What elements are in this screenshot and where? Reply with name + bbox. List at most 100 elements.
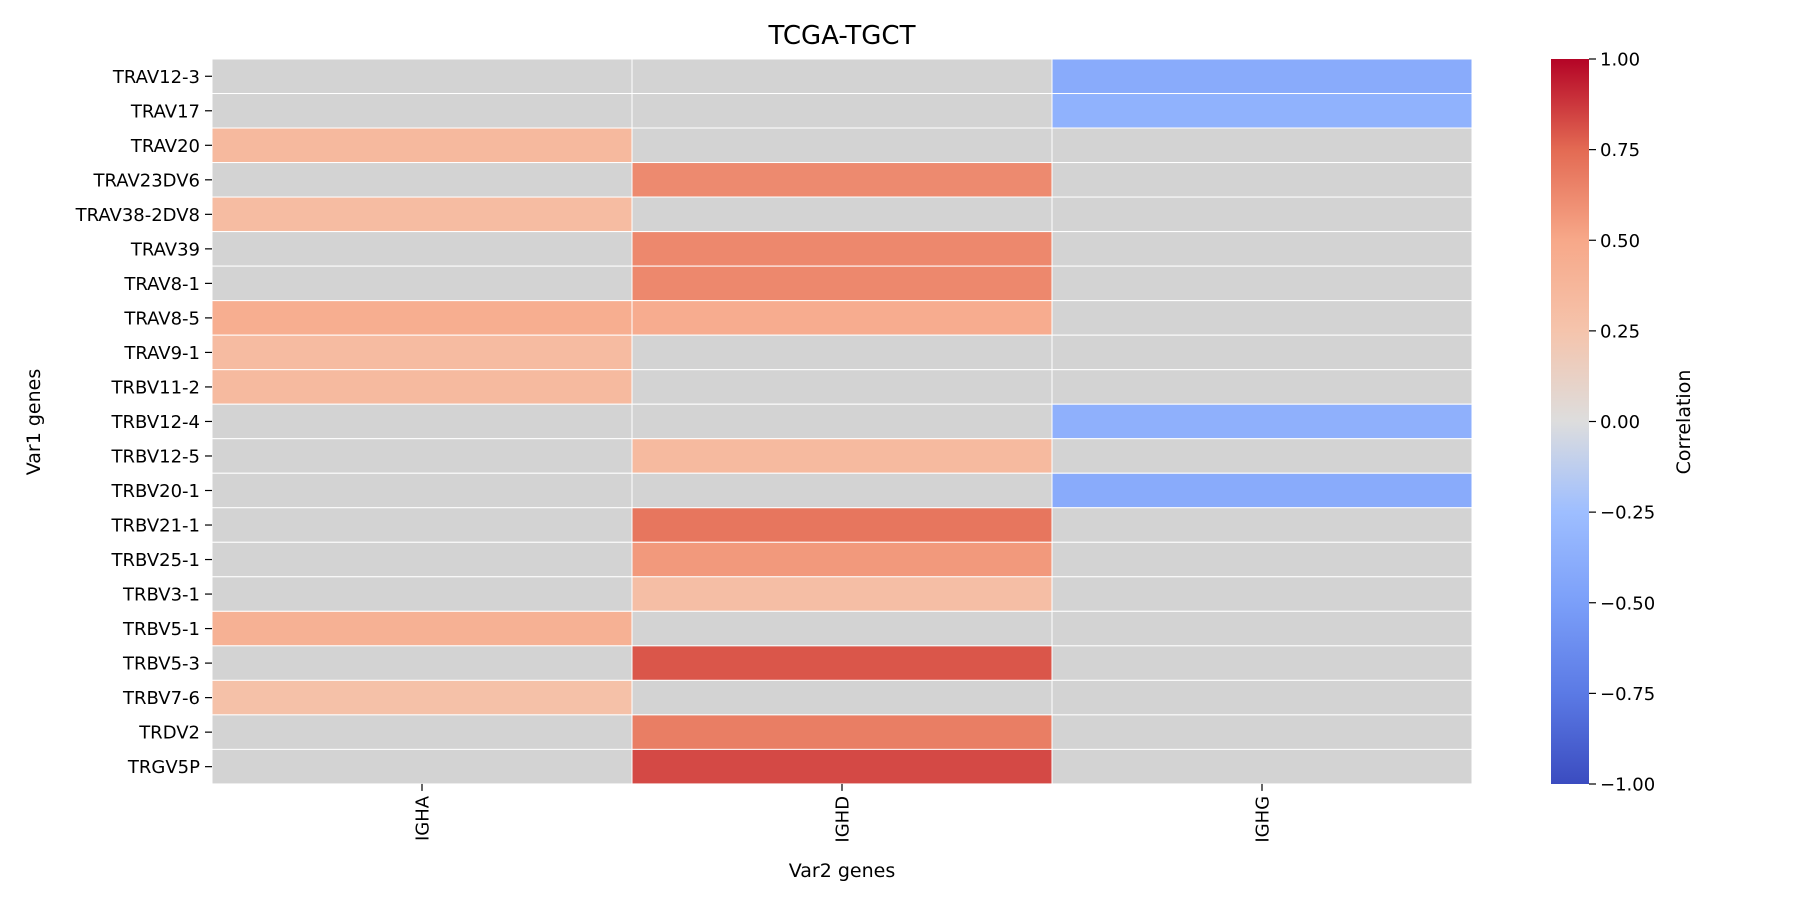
y-tick-label: TRGV5P — [127, 757, 200, 778]
heatmap-cell — [631, 231, 1053, 267]
y-tick-label: TRAV12-3 — [112, 67, 200, 88]
heatmap-cell — [1051, 300, 1473, 336]
y-tick-label: TRBV5-1 — [122, 619, 200, 640]
heatmap-cell — [211, 645, 633, 681]
heatmap-cell — [211, 472, 633, 509]
heatmap-cell — [1051, 231, 1473, 267]
heatmap-cell — [631, 645, 1053, 681]
heatmap-cell — [1051, 334, 1473, 371]
heatmap-cell — [631, 403, 1053, 440]
heatmap-cell — [1051, 645, 1473, 681]
heatmap-cell — [211, 714, 633, 750]
heatmap-cell — [211, 507, 633, 543]
heatmap-cell — [1051, 507, 1473, 543]
y-tick-label: TRBV12-5 — [111, 446, 200, 467]
x-tick-label: IGHA — [413, 795, 434, 841]
heatmap-cell — [631, 679, 1053, 716]
heatmap-cell — [211, 231, 633, 267]
heatmap-cell — [1051, 472, 1473, 509]
heatmap-cell — [1051, 369, 1473, 405]
chart-title: TCGA-TGCT — [768, 21, 916, 51]
colorbar-tick-label: 0.75 — [1600, 140, 1640, 161]
heatmap-cell — [631, 265, 1053, 302]
y-axis-label: Var1 genes — [23, 369, 45, 476]
heatmap-cell — [631, 748, 1053, 785]
heatmap-cell — [631, 507, 1053, 543]
y-tick-label: TRBV11-2 — [111, 377, 200, 398]
y-tick-label: TRAV39 — [130, 239, 200, 260]
heatmap-cells — [211, 58, 1473, 785]
heatmap-cell — [631, 438, 1053, 474]
colorbar-tick-label: −1.00 — [1600, 775, 1655, 796]
x-tick-label: IGHD — [833, 796, 854, 843]
heatmap-cell — [211, 748, 633, 785]
y-tick-label: TRAV8-1 — [123, 274, 200, 295]
heatmap-cell — [631, 472, 1053, 509]
heatmap-cell — [1051, 679, 1473, 716]
heatmap-cell — [1051, 576, 1473, 612]
heatmap-cell — [1051, 403, 1473, 440]
heatmap-cell — [211, 679, 633, 716]
colorbar-tick-label: 0.50 — [1600, 231, 1640, 252]
y-tick-label: TRBV20-1 — [111, 481, 200, 502]
colorbar-gradient — [1551, 59, 1589, 784]
colorbar-tick-label: −0.25 — [1600, 503, 1655, 524]
x-tick-label: IGHG — [1253, 796, 1274, 843]
heatmap-cell — [631, 300, 1053, 336]
y-tick-label: TRBV7-6 — [122, 688, 200, 709]
heatmap-cell — [631, 576, 1053, 612]
heatmap-cell — [631, 162, 1053, 198]
y-tick-label: TRAV38-2DV8 — [75, 205, 200, 226]
heatmap-cell — [631, 58, 1053, 95]
colorbar-tick-label: 0.00 — [1600, 412, 1640, 433]
y-tick-label: TRAV20 — [130, 136, 200, 157]
x-axis-label: Var2 genes — [789, 860, 896, 882]
heatmap-cell — [1051, 196, 1473, 233]
y-tick-label: TRBV12-4 — [111, 412, 200, 433]
y-tick-label: TRDV2 — [138, 723, 200, 744]
heatmap-cell — [631, 369, 1053, 405]
heatmap-cell — [211, 196, 633, 233]
heatmap-cell — [631, 714, 1053, 750]
heatmap-cell — [211, 93, 633, 129]
heatmap-cell — [211, 127, 633, 164]
heatmap-cell — [1051, 610, 1473, 647]
heatmap-cell — [1051, 93, 1473, 129]
colorbar-tick-label: 0.25 — [1600, 321, 1640, 342]
y-tick-label: TRAV9-1 — [123, 343, 200, 364]
y-tick-label: TRAV17 — [130, 101, 200, 122]
heatmap-cell — [631, 93, 1053, 129]
heatmap-cell — [1051, 265, 1473, 302]
heatmap-cell — [1051, 127, 1473, 164]
heatmap-cell — [211, 369, 633, 405]
heatmap-cell — [211, 300, 633, 336]
heatmap-cell — [211, 438, 633, 474]
y-tick-label: TRBV5-3 — [122, 654, 200, 675]
heatmap-cell — [631, 127, 1053, 164]
x-axis-ticks: IGHA IGHD IGHG — [413, 783, 1274, 843]
heatmap-cell — [631, 334, 1053, 371]
heatmap-cell — [1051, 748, 1473, 785]
heatmap-cell — [631, 541, 1053, 578]
heatmap-cell — [211, 265, 633, 302]
colorbar-tick-label: −0.75 — [1600, 684, 1655, 705]
heatmap-cell — [1051, 162, 1473, 198]
heatmap-cell — [211, 334, 633, 371]
colorbar-ticks: 1.00 0.75 0.50 0.25 0.00 −0.25 −0.50 −0.75 −1.00 — [1589, 50, 1655, 796]
y-tick-label: TRBV21-1 — [111, 516, 200, 537]
heatmap-cell — [1051, 541, 1473, 578]
heatmap-cell — [211, 162, 633, 198]
y-tick-label: TRAV23DV6 — [93, 170, 200, 191]
heatmap-cell — [1051, 714, 1473, 750]
heatmap-cell — [631, 196, 1053, 233]
y-tick-label: TRBV25-1 — [111, 550, 200, 571]
heatmap-cell — [211, 541, 633, 578]
heatmap-cell — [631, 610, 1053, 647]
y-tick-label: TRAV8-5 — [123, 308, 200, 329]
colorbar-tick-label: 1.00 — [1600, 50, 1640, 71]
heatmap-cell — [1051, 438, 1473, 474]
colorbar-label: Correlation — [1673, 370, 1695, 475]
y-tick-label: TRBV3-1 — [122, 585, 200, 606]
colorbar: 1.00 0.75 0.50 0.25 0.00 −0.25 −0.50 −0.75 −1.00… — [1551, 50, 1695, 796]
